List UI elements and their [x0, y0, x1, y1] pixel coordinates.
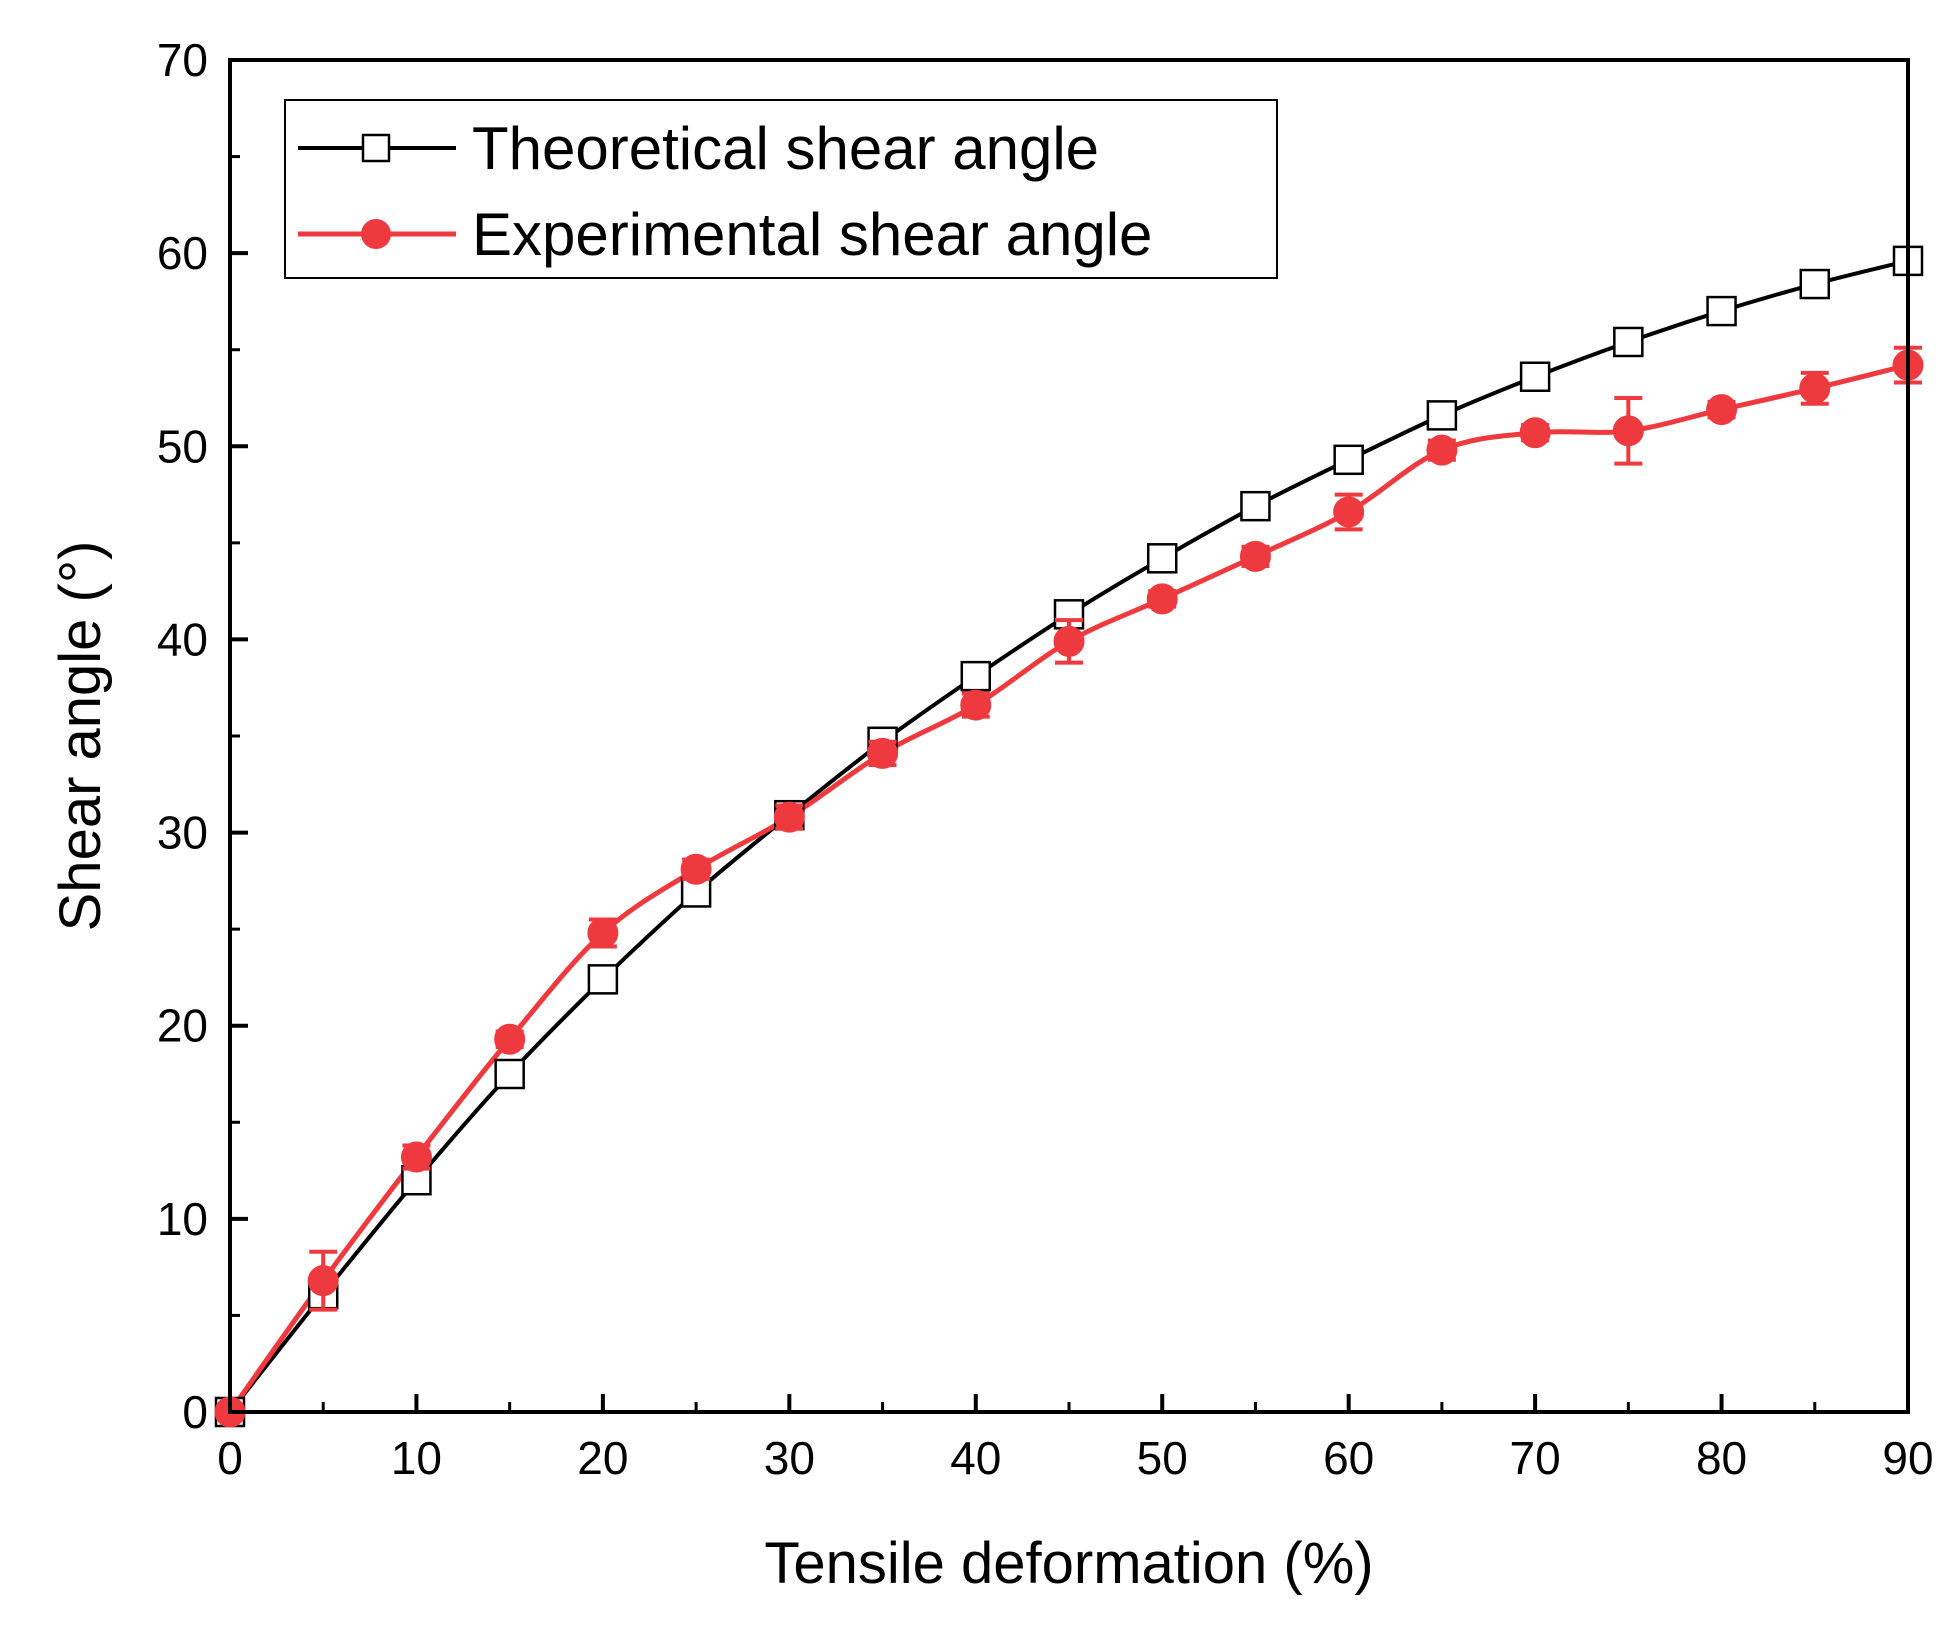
y-tick-label: 10	[157, 1193, 208, 1245]
y-tick-label: 40	[157, 613, 208, 665]
legend-swatch-theoretical-marker	[361, 133, 391, 163]
experimental-point	[773, 801, 805, 833]
legend-swatch-experimental-marker	[361, 219, 391, 249]
x-tick-label: 30	[764, 1432, 815, 1484]
y-axis-title: Shear angle (°)	[48, 541, 113, 932]
y-tick-label: 60	[157, 227, 208, 279]
theoretical-point	[1706, 295, 1737, 327]
x-tick-label: 70	[1510, 1432, 1561, 1484]
experimental-point	[307, 1265, 339, 1297]
x-axis-title: Tensile deformation (%)	[764, 1531, 1373, 1596]
legend-entry-experimental: Experimental shear angle	[298, 201, 1152, 268]
theoretical-point	[1426, 400, 1458, 431]
theoretical-point	[680, 877, 712, 908]
theoretical-point	[1799, 268, 1831, 300]
experimental-point	[680, 853, 712, 885]
theoretical-series-line	[228, 258, 1909, 1414]
theoretical-point	[960, 660, 992, 692]
legend-entry-theoretical: Theoretical shear angle	[298, 115, 1099, 182]
x-tick-label: 40	[950, 1432, 1001, 1484]
y-tick-label: 50	[157, 420, 208, 472]
x-tick-label: 0	[217, 1432, 243, 1484]
legend: Theoretical shear angle Experimental she…	[284, 99, 1278, 279]
theoretical-point	[1146, 543, 1178, 574]
experimental-point	[960, 689, 992, 721]
experimental-point	[400, 1141, 432, 1173]
legend-label-experimental: Experimental shear angle	[472, 201, 1152, 268]
theoretical-point	[1613, 326, 1644, 358]
theoretical-point	[1519, 361, 1551, 393]
theoretical-point	[494, 1058, 525, 1090]
x-tick-label: 60	[1323, 1432, 1374, 1484]
theoretical-point	[1240, 490, 1271, 522]
experimental-point	[1146, 583, 1178, 615]
legend-box	[284, 99, 1278, 279]
y-tick-label: 70	[157, 34, 208, 86]
experimental-point	[1799, 372, 1831, 404]
x-tick-label: 10	[391, 1432, 442, 1484]
axis-ticks: 0 10 20 30 40 50 60 70 80 90 0 10 20 30 40 50 60 70	[157, 34, 1934, 1484]
experimental-point	[1426, 434, 1458, 466]
y-tick-label: 0	[182, 1386, 208, 1438]
y-tick-label: 20	[157, 1000, 208, 1052]
x-tick-label: 90	[1882, 1432, 1933, 1484]
experimental-point	[1706, 394, 1738, 426]
legend-label-theoretical: Theoretical shear angle	[472, 115, 1099, 182]
y-tick-label: 30	[157, 807, 208, 859]
theoretical-point	[1333, 444, 1364, 476]
plot-marks	[214, 245, 1924, 1428]
theoretical-point	[587, 964, 619, 995]
experimental-point	[1519, 417, 1551, 449]
x-tick-label: 80	[1696, 1432, 1747, 1484]
experimental-point	[1612, 415, 1644, 447]
experimental-point	[494, 1023, 526, 1055]
experimental-point	[1333, 496, 1365, 528]
experimental-point	[1239, 540, 1271, 572]
x-tick-label: 50	[1137, 1432, 1188, 1484]
experimental-point	[867, 737, 899, 769]
experimental-point	[587, 917, 619, 949]
experimental-point	[1053, 625, 1085, 657]
x-tick-label: 20	[577, 1432, 628, 1484]
experimental-series-line	[227, 362, 1909, 1414]
